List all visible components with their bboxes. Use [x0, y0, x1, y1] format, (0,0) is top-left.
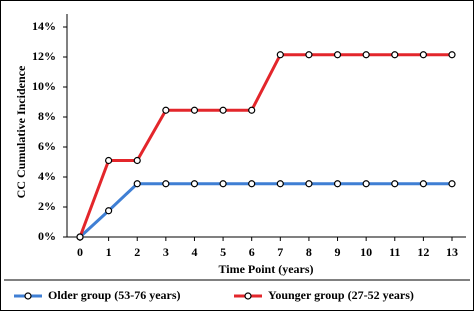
y-tick-label: 12% [32, 49, 56, 63]
data-point [333, 180, 342, 188]
x-tick-label: 2 [134, 245, 140, 259]
data-point [391, 180, 399, 188]
data-point [162, 180, 170, 188]
data-point [248, 180, 256, 188]
y-tick-label: 8% [38, 109, 56, 123]
data-point [305, 51, 313, 59]
data-point [276, 51, 284, 59]
data-point [105, 207, 113, 215]
y-tick-label: 10% [32, 79, 56, 93]
y-tick-label: 4% [38, 169, 56, 183]
data-point [419, 180, 427, 188]
data-point [362, 180, 370, 188]
data-point [133, 180, 141, 188]
series-line [78, 53, 452, 238]
data-point [76, 233, 84, 241]
data-point [105, 156, 113, 165]
y-axis-label: CC Cumulative Incidence [14, 65, 28, 198]
x-tick-label: 7 [277, 245, 283, 259]
x-tick-label: 1 [106, 245, 112, 259]
legend-marker [24, 292, 32, 300]
y-tick-label: 2% [38, 199, 56, 213]
data-point [162, 106, 170, 114]
legend-label: Younger group (27-52 years) [268, 288, 414, 302]
x-tick-label: 12 [417, 245, 429, 259]
x-tick-label: 3 [163, 245, 169, 259]
data-point [190, 180, 199, 188]
data-point [190, 106, 199, 114]
y-tick-label: 0% [38, 229, 56, 243]
data-point [419, 51, 427, 59]
y-tick-label: 14% [32, 19, 56, 33]
data-point [333, 51, 342, 59]
x-tick-label: 4 [191, 245, 197, 259]
legend-marker [244, 292, 252, 300]
data-point [305, 180, 313, 188]
y-tick-label: 6% [38, 139, 56, 153]
x-tick-label: 5 [220, 245, 226, 259]
x-tick-label: 10 [360, 245, 372, 259]
x-tick-label: 0 [77, 245, 83, 259]
legend-label: Older group (53-76 years) [48, 288, 181, 302]
data-point [391, 51, 399, 59]
series-line [78, 182, 452, 239]
data-point [448, 51, 456, 59]
x-tick-label: 9 [335, 245, 341, 259]
x-tick-label: 8 [306, 245, 312, 259]
x-axis-label: Time Point (years) [218, 262, 313, 276]
data-point [448, 180, 456, 188]
data-point [219, 106, 227, 114]
data-point [248, 106, 256, 114]
x-tick-label: 11 [389, 245, 400, 259]
data-point [219, 180, 227, 188]
data-point [133, 156, 141, 165]
x-tick-label: 13 [446, 245, 458, 259]
data-point [362, 51, 370, 59]
data-point [276, 180, 284, 188]
x-tick-label: 6 [249, 245, 255, 259]
